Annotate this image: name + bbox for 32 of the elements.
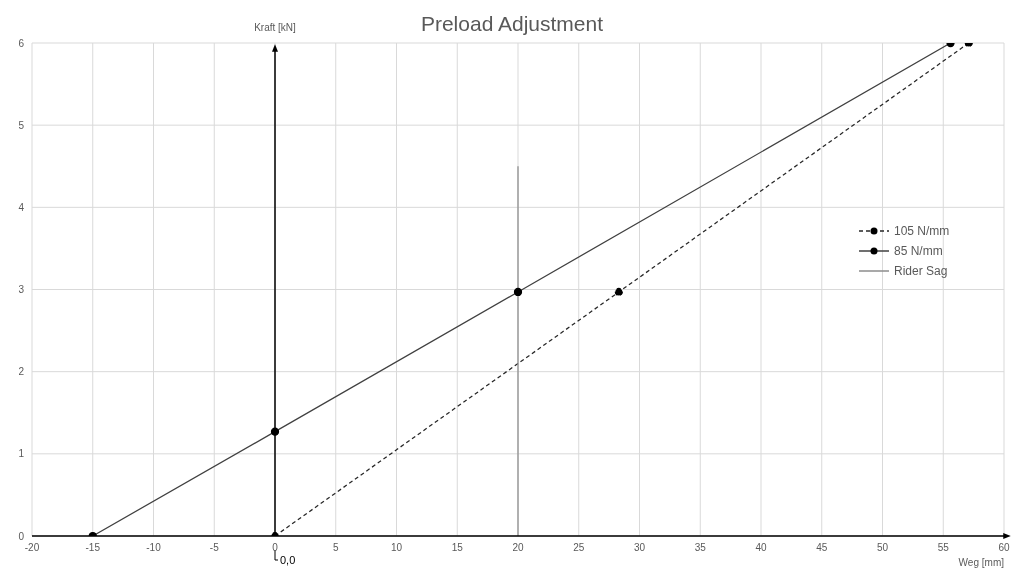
x-tick-label: 0 bbox=[272, 542, 279, 554]
x-tick-label: 35 bbox=[694, 542, 707, 554]
x-tick-label: 25 bbox=[573, 542, 585, 554]
x-tick-label: 40 bbox=[755, 542, 767, 554]
legend-label: Rider Sag bbox=[894, 264, 948, 278]
y-tick-label: 1 bbox=[18, 448, 25, 460]
x-tick-label: 10 bbox=[390, 542, 403, 554]
x-tick-label: -15 bbox=[85, 542, 101, 554]
legend-label: 85 N/mm bbox=[894, 244, 943, 258]
x-tick-label: 5 bbox=[332, 542, 339, 554]
x-tick-label: 15 bbox=[451, 542, 464, 554]
y-tick-label: 2 bbox=[18, 366, 25, 378]
legend-label: 105 N/mm bbox=[894, 224, 950, 238]
x-tick-label: 20 bbox=[512, 542, 524, 554]
annotation: 0,0 bbox=[280, 554, 296, 566]
chart-title: Preload Adjustment bbox=[420, 12, 604, 35]
point bbox=[614, 287, 623, 297]
x-axis-title: Weg [mm] bbox=[958, 557, 1005, 568]
y-tick-label: 5 bbox=[18, 119, 25, 131]
y-tick-label: 6 bbox=[18, 37, 25, 49]
x-tick-label: -20 bbox=[24, 542, 40, 554]
x-tick-label: -10 bbox=[146, 542, 162, 554]
x-tick-label: 45 bbox=[816, 542, 828, 554]
x-tick-label: 55 bbox=[937, 542, 950, 554]
x-tick-label: 50 bbox=[876, 542, 889, 554]
x-tick-label: 60 bbox=[998, 542, 1010, 554]
y-tick-label: 4 bbox=[18, 201, 25, 213]
y-tick-label: 3 bbox=[18, 284, 25, 296]
y-tick-label: 0 bbox=[18, 530, 25, 542]
x-tick-label: 30 bbox=[633, 542, 646, 554]
x-tick-label: -5 bbox=[209, 542, 220, 554]
y-axis-title: Kraft [kN] bbox=[254, 22, 297, 33]
